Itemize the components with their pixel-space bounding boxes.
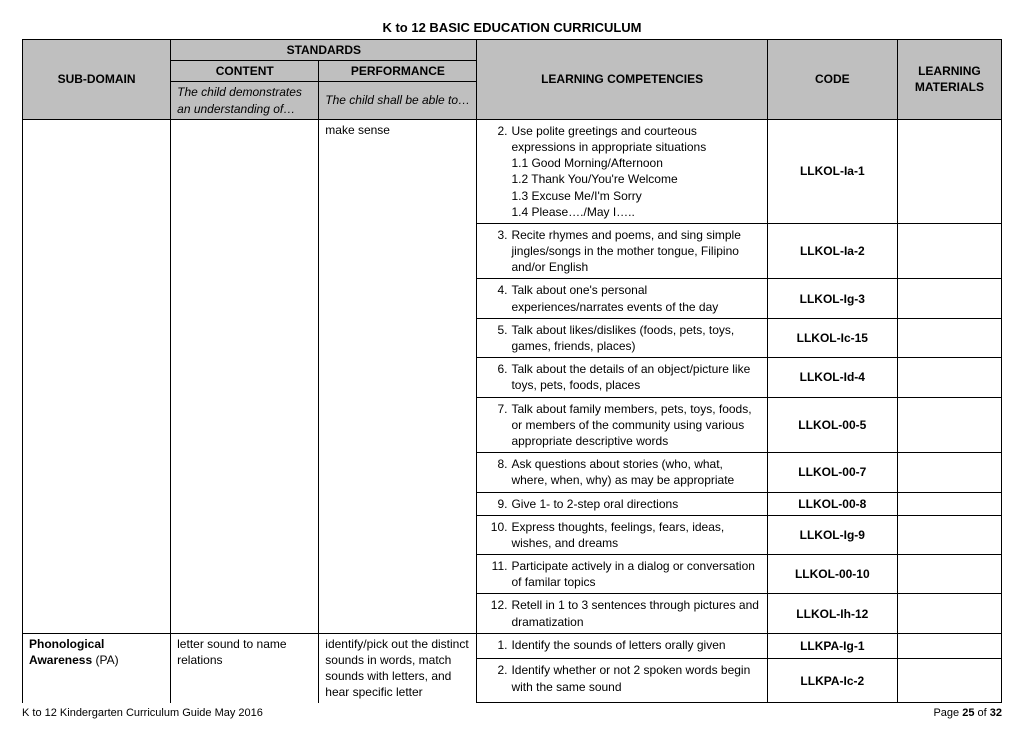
th-performance: PERFORMANCE [319, 61, 477, 82]
footer-page-label: Page [933, 707, 962, 719]
competency-cell: 12.Retell in 1 to 3 sentences through pi… [477, 594, 767, 633]
code-cell: LLKOL-Id-4 [767, 358, 897, 397]
code-cell: LLKOL-Ih-12 [767, 594, 897, 633]
materials-cell [897, 453, 1001, 492]
code-cell: LLKOL-Ig-3 [767, 279, 897, 318]
footer-page-num: 25 [962, 707, 974, 719]
materials-cell [897, 659, 1001, 703]
code-cell: LLKOL-Ig-9 [767, 515, 897, 554]
code-cell: LLKPA-Ic-2 [767, 659, 897, 703]
materials-cell [897, 358, 1001, 397]
th-standards: STANDARDS [171, 40, 477, 61]
competency-cell: 7.Talk about family members, pets, toys,… [477, 397, 767, 453]
competency-cell: 11.Participate actively in a dialog or c… [477, 555, 767, 594]
materials-cell [897, 318, 1001, 357]
footer-of: of [974, 707, 989, 719]
competency-cell: 2.Use polite greetings and courteous exp… [477, 119, 767, 223]
page-title: K to 12 BASIC EDUCATION CURRICULUM [22, 20, 1002, 35]
materials-cell [897, 633, 1001, 659]
materials-cell [897, 119, 1001, 223]
content-cell [171, 119, 319, 633]
code-cell: LLKOL-00-7 [767, 453, 897, 492]
code-cell: LLKOL-Ic-15 [767, 318, 897, 357]
code-cell: LLKOL-00-8 [767, 492, 897, 515]
th-competencies: LEARNING COMPETENCIES [477, 40, 767, 120]
footer-total: 32 [990, 707, 1002, 719]
code-cell: LLKOL-Ia-2 [767, 223, 897, 279]
th-subdomain: SUB-DOMAIN [23, 40, 171, 120]
content-cell-pa: letter sound to name relations [171, 633, 319, 702]
materials-cell [897, 515, 1001, 554]
subdomain-cell-pa: Phonological Awareness (PA) [23, 633, 171, 702]
materials-cell [897, 492, 1001, 515]
materials-cell [897, 555, 1001, 594]
competency-cell: 3.Recite rhymes and poems, and sing simp… [477, 223, 767, 279]
subdomain-cell [23, 119, 171, 633]
materials-cell [897, 594, 1001, 633]
competency-cell: 4.Talk about one's personal experiences/… [477, 279, 767, 318]
th-content: CONTENT [171, 61, 319, 82]
th-content-sub: The child demonstrates an understanding … [171, 82, 319, 119]
competency-cell: 2.Identify whether or not 2 spoken words… [477, 659, 767, 703]
competency-cell: 8.Ask questions about stories (who, what… [477, 453, 767, 492]
competency-cell: 9.Give 1- to 2-step oral directions [477, 492, 767, 515]
curriculum-table: SUB-DOMAIN STANDARDS LEARNING COMPETENCI… [22, 39, 1002, 703]
materials-cell [897, 279, 1001, 318]
code-cell: LLKOL-Ia-1 [767, 119, 897, 223]
th-code: CODE [767, 40, 897, 120]
materials-cell [897, 223, 1001, 279]
table-body: make sense2.Use polite greetings and cou… [23, 119, 1002, 702]
th-performance-sub: The child shall be able to… [319, 82, 477, 119]
code-cell: LLKOL-00-10 [767, 555, 897, 594]
competency-cell: 10.Express thoughts, feelings, fears, id… [477, 515, 767, 554]
performance-cell: make sense [319, 119, 477, 633]
th-materials: LEARNING MATERIALS [897, 40, 1001, 120]
performance-cell-pa: identify/pick out the distinct sounds in… [319, 633, 477, 702]
page-footer: K to 12 Kindergarten Curriculum Guide Ma… [22, 707, 1002, 719]
code-cell: LLKOL-00-5 [767, 397, 897, 453]
footer-left: K to 12 Kindergarten Curriculum Guide Ma… [22, 707, 263, 719]
competency-cell: 1.Identify the sounds of letters orally … [477, 633, 767, 659]
competency-cell: 5.Talk about likes/dislikes (foods, pets… [477, 318, 767, 357]
footer-right: Page 25 of 32 [933, 707, 1002, 719]
competency-cell: 6.Talk about the details of an object/pi… [477, 358, 767, 397]
materials-cell [897, 397, 1001, 453]
code-cell: LLKPA-Ig-1 [767, 633, 897, 659]
